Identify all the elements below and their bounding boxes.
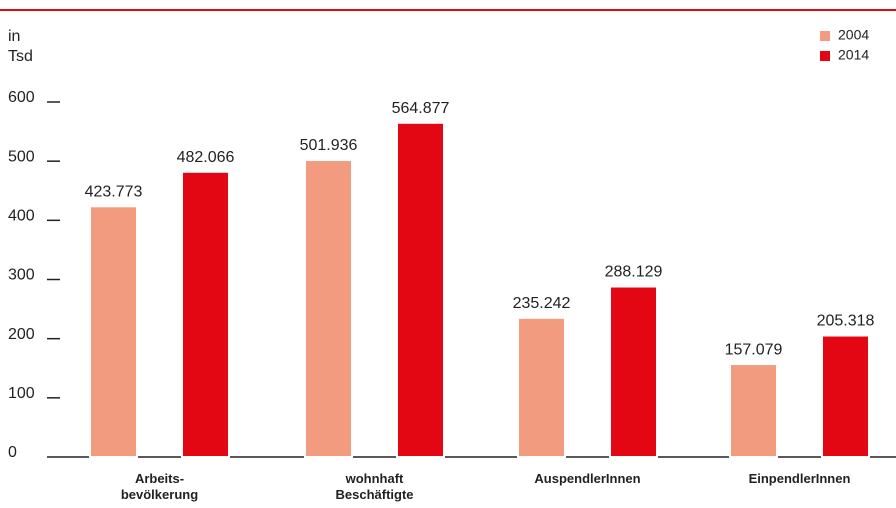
- data-label: 564.877: [392, 100, 450, 117]
- data-label: 288.129: [605, 264, 663, 281]
- bar: [517, 316, 566, 458]
- bar: [181, 170, 230, 458]
- bar: [821, 334, 870, 458]
- x-tick-label: wohnhaft Beschäftigte: [335, 471, 414, 502]
- y-tick-label: 400: [8, 208, 35, 225]
- data-label: 205.318: [817, 313, 875, 330]
- legend-swatch: [820, 31, 830, 41]
- y-axis-label: in Tsd: [8, 28, 33, 65]
- x-tick-label: AuspendlerInnen: [534, 471, 641, 486]
- data-label: 501.936: [300, 137, 358, 154]
- data-label: 423.773: [85, 183, 143, 200]
- y-tick-label: 600: [8, 89, 35, 106]
- y-tick-label: 200: [8, 326, 35, 343]
- legend-label: 2014: [838, 47, 869, 63]
- y-tick-label: 500: [8, 148, 35, 165]
- data-label: 157.079: [725, 341, 783, 358]
- bar: [89, 205, 138, 458]
- bar: [396, 121, 445, 459]
- bar: [609, 285, 658, 458]
- data-label: 235.242: [513, 295, 571, 312]
- legend-swatch: [820, 51, 830, 61]
- y-tick-label: 100: [8, 385, 35, 402]
- y-tick-label: 300: [8, 267, 35, 284]
- bar: [729, 363, 778, 458]
- x-tick-label: EinpendlerInnen: [748, 471, 851, 486]
- bar: [304, 159, 353, 458]
- x-tick-label: Arbeits-bevölkerung: [120, 471, 199, 502]
- legend-label: 2004: [838, 27, 869, 43]
- data-label: 482.066: [177, 149, 235, 166]
- y-tick-label: 0: [8, 444, 17, 461]
